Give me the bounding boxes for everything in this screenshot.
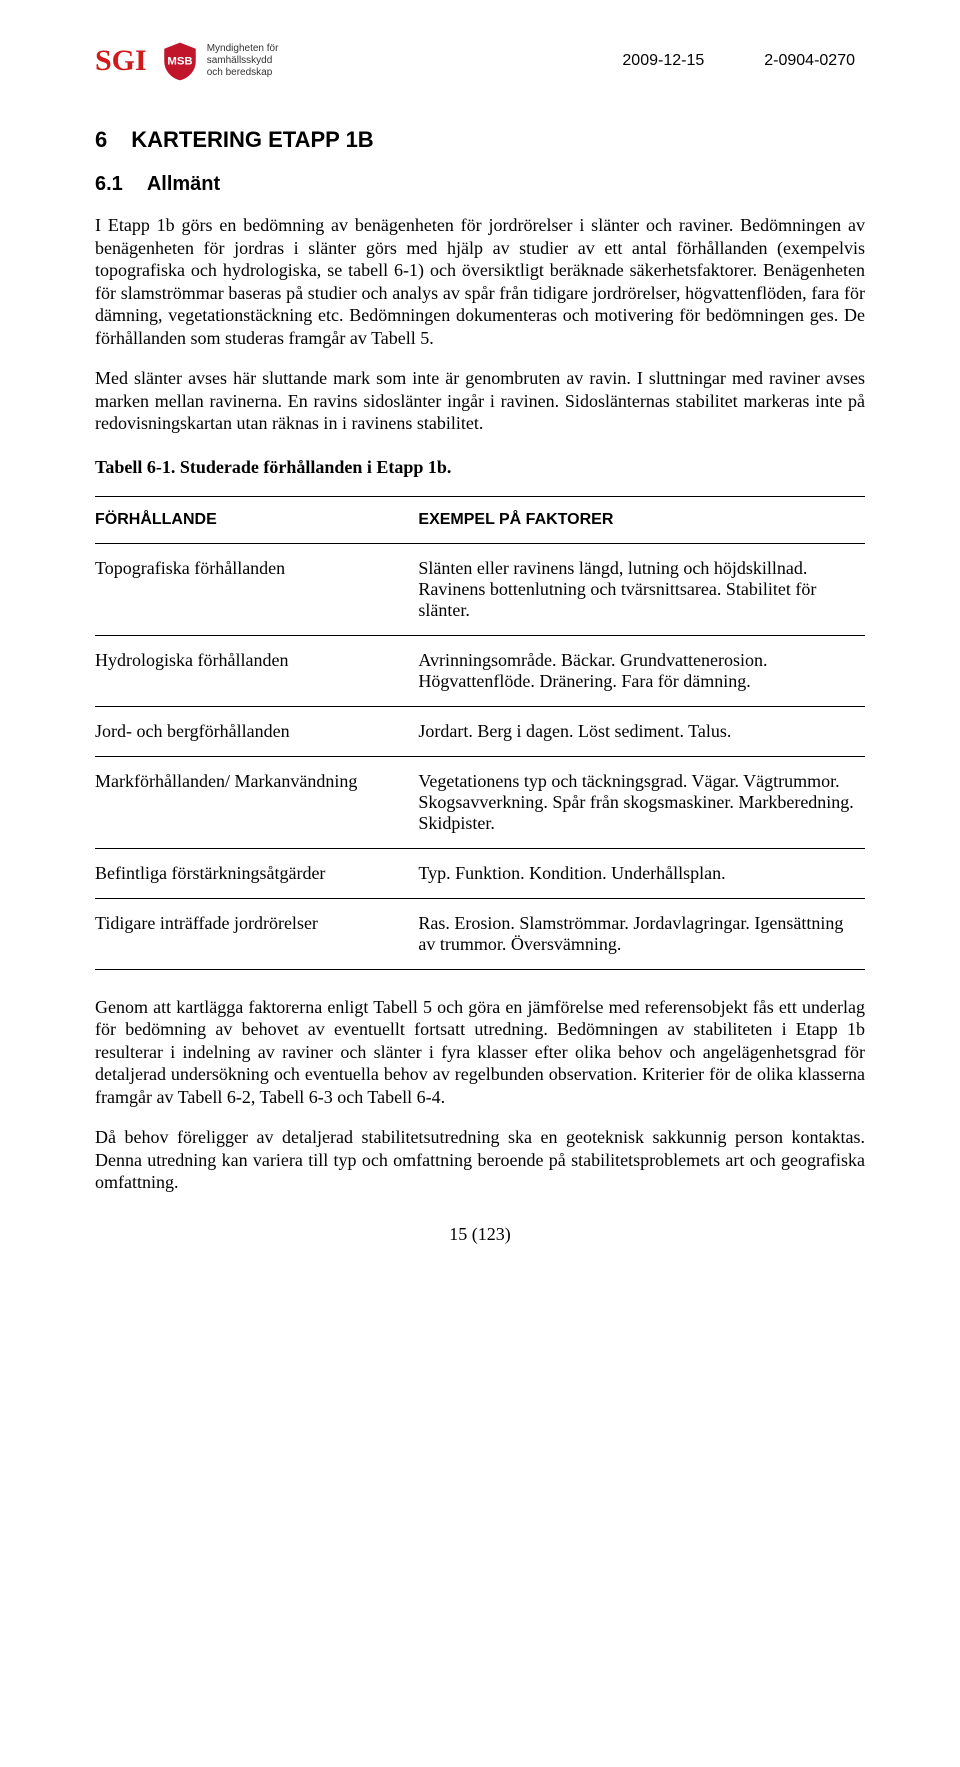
paragraph-1: I Etapp 1b görs en bedömning av benägenh… xyxy=(95,214,865,349)
table-cell-factors: Typ. Funktion. Kondition. Underhållsplan… xyxy=(418,848,865,898)
table-row: Tidigare inträffade jordrörelser Ras. Er… xyxy=(95,898,865,969)
msb-shield-icon: MSB xyxy=(159,40,201,82)
table-cell-condition: Hydrologiska förhållanden xyxy=(95,635,418,706)
table-row: Jord- och bergförhållanden Jordart. Berg… xyxy=(95,706,865,756)
page-header: SGI MSB Myndigheten för samhällsskydd oc… xyxy=(95,40,865,82)
subsection-title: Allmänt xyxy=(147,173,220,196)
header-meta: 2009-12-15 2-0904-0270 xyxy=(622,52,865,70)
table-cell-condition: Markförhållanden/ Markanvänd­ning xyxy=(95,756,418,848)
paragraph-2: Med slänter avses här sluttande mark som… xyxy=(95,367,865,435)
page: SGI MSB Myndigheten för samhällsskydd oc… xyxy=(0,0,960,1305)
table-cell-factors: Ras. Erosion. Slamströmmar. Jordavlagrin… xyxy=(418,898,865,969)
section-heading: 6 KARTERING ETAPP 1B xyxy=(95,127,865,153)
table-cell-condition: Topografiska förhållanden xyxy=(95,543,418,635)
table-col1-header: FÖRHÅLLANDE xyxy=(95,496,418,543)
table-cell-condition: Tidigare inträffade jordrörelser xyxy=(95,898,418,969)
page-number: 15 (123) xyxy=(449,1224,511,1244)
table-6-1: FÖRHÅLLANDE EXEMPEL PÅ FAKTORER Topograf… xyxy=(95,496,865,970)
header-date: 2009-12-15 xyxy=(622,52,704,70)
subsection-heading: 6.1 Allmänt xyxy=(95,173,865,196)
table-header-row: FÖRHÅLLANDE EXEMPEL PÅ FAKTORER xyxy=(95,496,865,543)
section-number: 6 xyxy=(95,127,107,153)
section-title: KARTERING ETAPP 1B xyxy=(131,127,373,153)
msb-logo: MSB Myndigheten för samhällsskydd och be… xyxy=(159,40,279,82)
subsection-number: 6.1 xyxy=(95,173,123,196)
paragraph-4: Då behov föreligger av detaljerad stabil… xyxy=(95,1126,865,1194)
table-row: Markförhållanden/ Markanvänd­ning Vegeta… xyxy=(95,756,865,848)
table-row: Topografiska förhållanden Slänten eller … xyxy=(95,543,865,635)
table-cell-factors: Slänten eller ravinens längd, lutning oc… xyxy=(418,543,865,635)
table-row: Hydrologiska förhållanden Avrinningsområ… xyxy=(95,635,865,706)
table-cell-factors: Avrinningsområde. Bäckar. Grundvattenero… xyxy=(418,635,865,706)
table-caption: Tabell 6-1. Studerade förhållanden i Eta… xyxy=(95,457,865,478)
table-cell-factors: Jordart. Berg i dagen. Löst sediment. Ta… xyxy=(418,706,865,756)
paragraph-3: Genom att kartlägga faktorerna enligt Ta… xyxy=(95,996,865,1109)
table-cell-condition: Jord- och bergförhållanden xyxy=(95,706,418,756)
sgi-logo-text: SGI xyxy=(95,44,147,78)
msb-agency-name: Myndigheten för samhällsskydd och bereds… xyxy=(207,43,279,79)
header-docref: 2-0904-0270 xyxy=(764,52,855,70)
table-row: Befintliga förstärkningsåtgärder Typ. Fu… xyxy=(95,848,865,898)
table-cell-condition: Befintliga förstärkningsåtgärder xyxy=(95,848,418,898)
table-cell-factors: Vegetationens typ och täckningsgrad. Väg… xyxy=(418,756,865,848)
table-col2-header: EXEMPEL PÅ FAKTORER xyxy=(418,496,865,543)
msb-shield-label: MSB xyxy=(167,56,192,68)
page-footer: 15 (123) xyxy=(95,1224,865,1245)
